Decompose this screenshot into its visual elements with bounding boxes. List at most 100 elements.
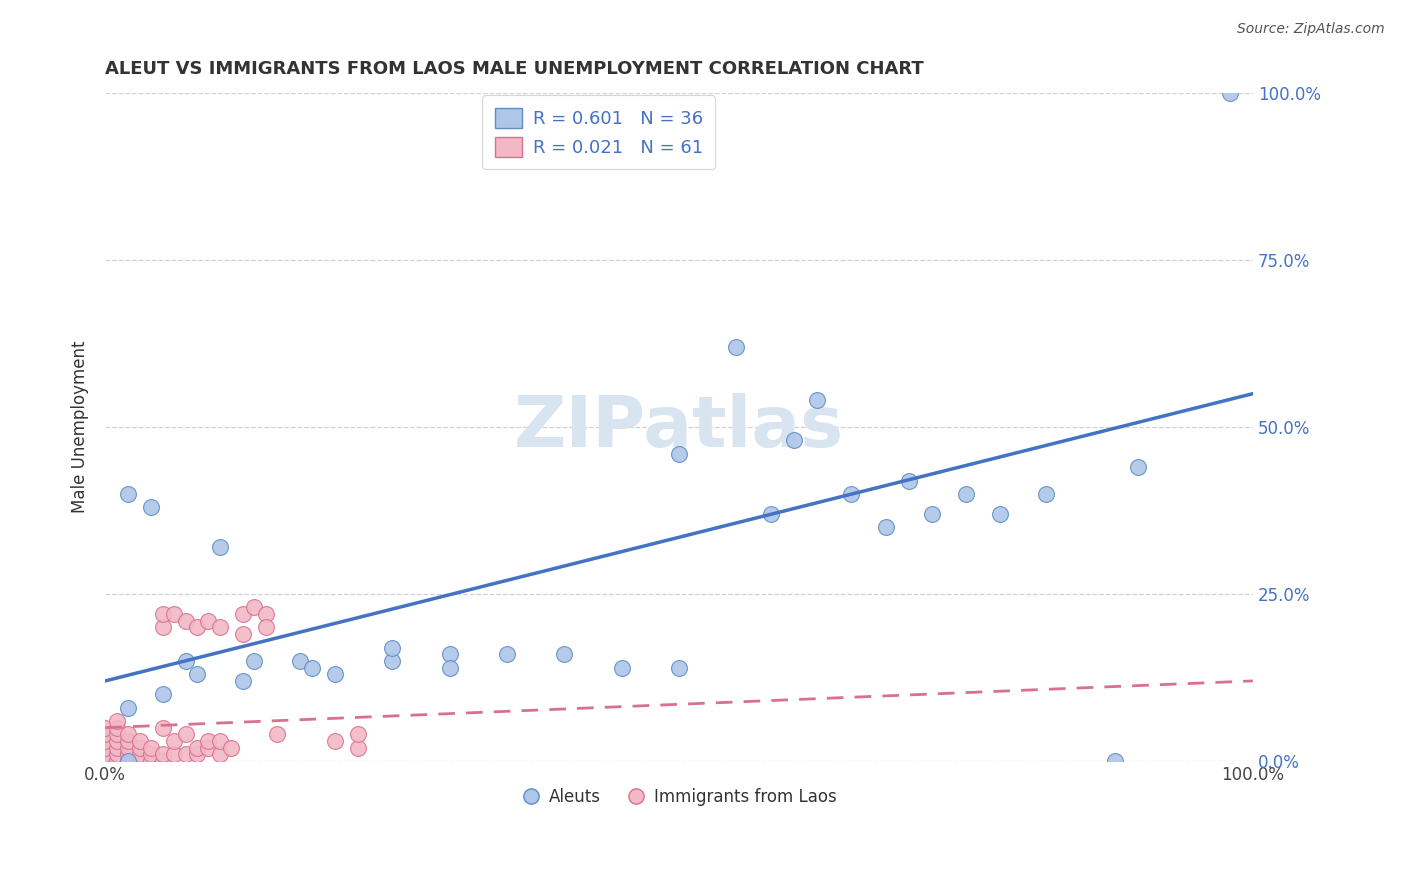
Point xyxy=(152,620,174,634)
Point xyxy=(117,734,139,748)
Point xyxy=(232,673,254,688)
Point xyxy=(197,740,219,755)
Point xyxy=(439,647,461,661)
Point xyxy=(243,600,266,615)
Point xyxy=(105,747,128,762)
Point xyxy=(1219,86,1241,100)
Point xyxy=(988,507,1011,521)
Point xyxy=(139,747,162,762)
Point xyxy=(381,640,404,655)
Point xyxy=(105,721,128,735)
Point xyxy=(197,734,219,748)
Point xyxy=(105,740,128,755)
Point xyxy=(806,393,828,408)
Point xyxy=(381,654,404,668)
Point xyxy=(290,654,312,668)
Point xyxy=(496,647,519,661)
Point xyxy=(139,754,162,768)
Point xyxy=(186,747,208,762)
Point xyxy=(174,654,197,668)
Point xyxy=(232,607,254,621)
Point xyxy=(128,740,150,755)
Point xyxy=(94,734,117,748)
Point xyxy=(346,740,368,755)
Point xyxy=(553,647,575,661)
Point xyxy=(301,660,323,674)
Point xyxy=(163,747,186,762)
Point xyxy=(117,740,139,755)
Point xyxy=(897,474,920,488)
Point xyxy=(1035,487,1057,501)
Point xyxy=(254,607,277,621)
Point xyxy=(163,734,186,748)
Point xyxy=(221,740,243,755)
Point xyxy=(94,754,117,768)
Text: ALEUT VS IMMIGRANTS FROM LAOS MALE UNEMPLOYMENT CORRELATION CHART: ALEUT VS IMMIGRANTS FROM LAOS MALE UNEMP… xyxy=(105,60,924,78)
Point xyxy=(117,747,139,762)
Point xyxy=(186,620,208,634)
Point xyxy=(94,754,117,768)
Point xyxy=(1126,460,1149,475)
Point xyxy=(94,727,117,741)
Point xyxy=(105,714,128,728)
Point xyxy=(921,507,943,521)
Point xyxy=(323,734,346,748)
Point xyxy=(105,727,128,741)
Y-axis label: Male Unemployment: Male Unemployment xyxy=(72,341,89,513)
Point xyxy=(94,754,117,768)
Point xyxy=(152,687,174,701)
Point xyxy=(117,754,139,768)
Point xyxy=(117,754,139,768)
Point xyxy=(152,754,174,768)
Text: ZIPatlas: ZIPatlas xyxy=(515,392,844,461)
Point xyxy=(94,740,117,755)
Point xyxy=(117,754,139,768)
Point xyxy=(139,740,162,755)
Point xyxy=(152,607,174,621)
Point xyxy=(117,487,139,501)
Legend: Aleuts, Immigrants from Laos: Aleuts, Immigrants from Laos xyxy=(515,781,844,813)
Point xyxy=(208,620,231,634)
Point xyxy=(117,700,139,714)
Point xyxy=(117,727,139,741)
Point xyxy=(439,660,461,674)
Point xyxy=(94,721,117,735)
Point xyxy=(725,340,748,354)
Point xyxy=(94,747,117,762)
Point xyxy=(105,754,128,768)
Point xyxy=(186,667,208,681)
Point xyxy=(668,660,690,674)
Point xyxy=(323,667,346,681)
Point xyxy=(208,734,231,748)
Point xyxy=(94,754,117,768)
Point xyxy=(759,507,782,521)
Point xyxy=(174,614,197,628)
Point xyxy=(186,740,208,755)
Point xyxy=(174,727,197,741)
Point xyxy=(346,727,368,741)
Point xyxy=(955,487,977,501)
Point xyxy=(105,754,128,768)
Point xyxy=(128,747,150,762)
Point xyxy=(839,487,862,501)
Point xyxy=(163,607,186,621)
Point xyxy=(139,500,162,515)
Point xyxy=(243,654,266,668)
Point xyxy=(668,447,690,461)
Point xyxy=(208,747,231,762)
Text: Source: ZipAtlas.com: Source: ZipAtlas.com xyxy=(1237,22,1385,37)
Point xyxy=(174,747,197,762)
Point xyxy=(208,541,231,555)
Point xyxy=(94,754,117,768)
Point xyxy=(1104,754,1126,768)
Point xyxy=(197,614,219,628)
Point xyxy=(875,520,897,534)
Point xyxy=(152,747,174,762)
Point xyxy=(105,734,128,748)
Point xyxy=(254,620,277,634)
Point xyxy=(128,734,150,748)
Point xyxy=(610,660,633,674)
Point xyxy=(266,727,288,741)
Point xyxy=(232,627,254,641)
Point xyxy=(128,754,150,768)
